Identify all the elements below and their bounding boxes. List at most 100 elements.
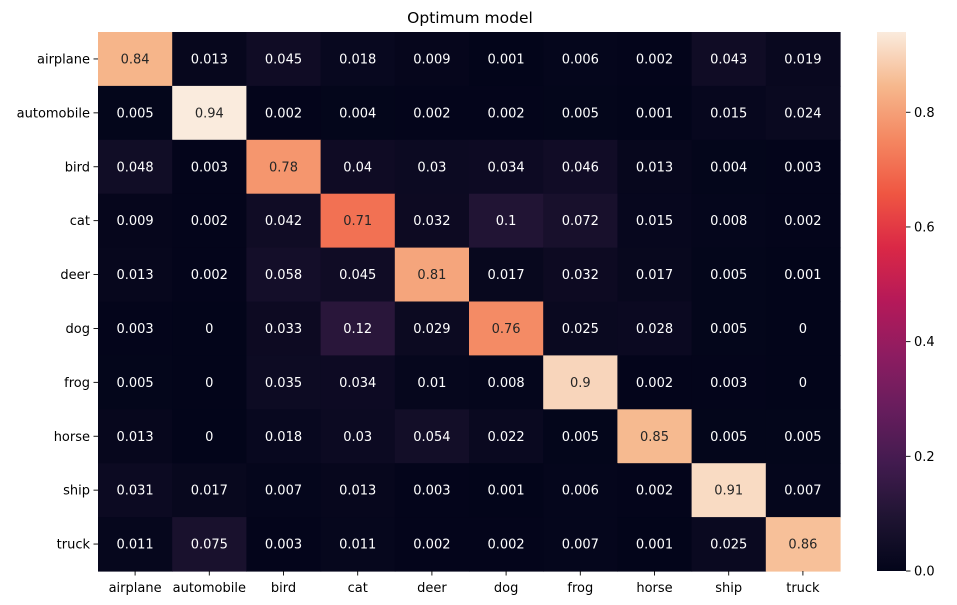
cell-value-label: 0.029	[413, 322, 450, 337]
heatmap-cell	[394, 355, 470, 410]
cell-value-label: 0.001	[636, 538, 673, 553]
heatmap-cell	[543, 463, 618, 518]
cell-value-label: 0.81	[417, 268, 446, 283]
heatmap-cell	[691, 301, 767, 356]
cell-value-label: 0.005	[784, 430, 821, 445]
heatmap-cell	[617, 463, 693, 518]
cell-value-label: 0.022	[487, 430, 524, 445]
cell-value-label: 0.024	[784, 106, 821, 121]
heatmap-cell	[543, 32, 618, 87]
cell-value-label: 0.71	[343, 214, 372, 229]
heatmap-cell	[246, 139, 322, 195]
heatmap-cell	[765, 247, 841, 303]
cell-value-label: 0.017	[487, 268, 524, 283]
cell-value-label: 0.003	[413, 484, 450, 499]
cell-value-label: 0.075	[191, 538, 228, 553]
cell-value-label: 0.013	[339, 484, 376, 499]
cell-value-label: 0.045	[265, 52, 302, 67]
cell-value-label: 0.019	[784, 52, 821, 67]
cell-value-label: 0.005	[710, 430, 747, 445]
heatmap-cell	[246, 409, 322, 464]
heatmap-cell	[469, 32, 544, 87]
colorbar-tick-label: 0.2	[914, 450, 935, 465]
heatmap-cell	[765, 85, 841, 141]
y-tick-label: frog	[64, 376, 90, 391]
heatmap-cell	[765, 517, 841, 572]
cell-value-label: 0.002	[487, 538, 524, 553]
cell-value-label: 0.054	[413, 430, 450, 445]
x-axis: airplane automobile bird cat deer dog frog hors…	[109, 571, 820, 596]
cell-value-label: 0.86	[788, 538, 817, 553]
heatmap-cell	[543, 409, 618, 464]
cell-value-label: 0.011	[339, 538, 376, 553]
cell-value-label: 0.011	[116, 538, 153, 553]
heatmap-cell	[765, 355, 841, 410]
cell-value-label: 0.042	[265, 214, 302, 229]
cell-value-label: 0.006	[562, 484, 599, 499]
cell-value-label: 0.03	[417, 160, 446, 175]
cell-value-label: 0	[799, 322, 807, 337]
heatmap-cell	[98, 193, 173, 249]
cell-value-label: 0.002	[413, 538, 450, 553]
cell-value-label: 0.04	[343, 160, 372, 175]
y-tick-label: deer	[60, 268, 90, 283]
cell-value-label: 0.009	[413, 52, 450, 67]
cell-value-label: 0.032	[413, 214, 450, 229]
colorbar-tick-label: 0.4	[914, 335, 935, 350]
heatmap-cell	[543, 301, 618, 356]
heatmap-cell	[172, 517, 247, 572]
cell-value-label: 0.015	[636, 214, 673, 229]
cell-value-label: 0.01	[417, 376, 446, 391]
heatmap-cell	[172, 355, 247, 410]
heatmap-cell	[246, 32, 322, 87]
y-tick-label: ship	[63, 484, 90, 499]
heatmap-cell	[617, 32, 693, 87]
heatmap-cell	[469, 193, 544, 249]
heatmap-cell	[172, 32, 247, 87]
cell-value-label: 0.001	[487, 52, 524, 67]
heatmap-cell	[172, 301, 247, 356]
heatmap-cell	[98, 247, 173, 303]
cell-value-label: 0.017	[191, 484, 228, 499]
x-tick-label: frog	[567, 581, 593, 596]
heatmap-cell	[469, 355, 544, 410]
heatmap-cell	[394, 301, 470, 356]
cell-value-label: 0.045	[339, 268, 376, 283]
heatmap-cells: 0.84 0.013 0.045 0.018 0.009 0.001 0.006 0.002 0…	[98, 32, 841, 572]
heatmap-cell	[691, 193, 767, 249]
cell-value-label: 0.013	[116, 268, 153, 283]
heatmap-cell	[543, 517, 618, 572]
heatmap-cell	[617, 517, 693, 572]
heatmap-cell	[691, 247, 767, 303]
heatmap-cell	[394, 517, 470, 572]
heatmap-cell	[394, 247, 470, 303]
heatmap-cell	[691, 355, 767, 410]
x-tick-label: truck	[786, 581, 820, 596]
y-tick-label: cat	[70, 214, 90, 229]
heatmap-cell	[765, 139, 841, 195]
heatmap-cell	[394, 32, 470, 87]
cell-value-label: 0.002	[784, 214, 821, 229]
cell-value-label: 0.007	[784, 484, 821, 499]
heatmap-cell	[172, 247, 247, 303]
heatmap-cell	[98, 301, 173, 356]
heatmap-cell	[320, 517, 396, 572]
heatmap-cell	[394, 139, 470, 195]
cell-value-label: 0.005	[116, 106, 153, 121]
heatmap-cell	[246, 355, 322, 410]
heatmap-cell	[394, 409, 470, 464]
heatmap-cell	[98, 32, 173, 87]
heatmap-cell	[543, 355, 618, 410]
cell-value-label: 0.002	[636, 484, 673, 499]
heatmap-cell	[691, 517, 767, 572]
cell-value-label: 0.013	[636, 160, 673, 175]
cell-value-label: 0.017	[636, 268, 673, 283]
cell-value-label: 0.007	[265, 484, 302, 499]
cell-value-label: 0.91	[714, 484, 743, 499]
cell-value-label: 0.018	[339, 52, 376, 67]
cell-value-label: 0.001	[784, 268, 821, 283]
cell-value-label: 0.005	[562, 106, 599, 121]
colorbar-gradient	[877, 32, 906, 571]
heatmap-cell	[98, 517, 173, 572]
